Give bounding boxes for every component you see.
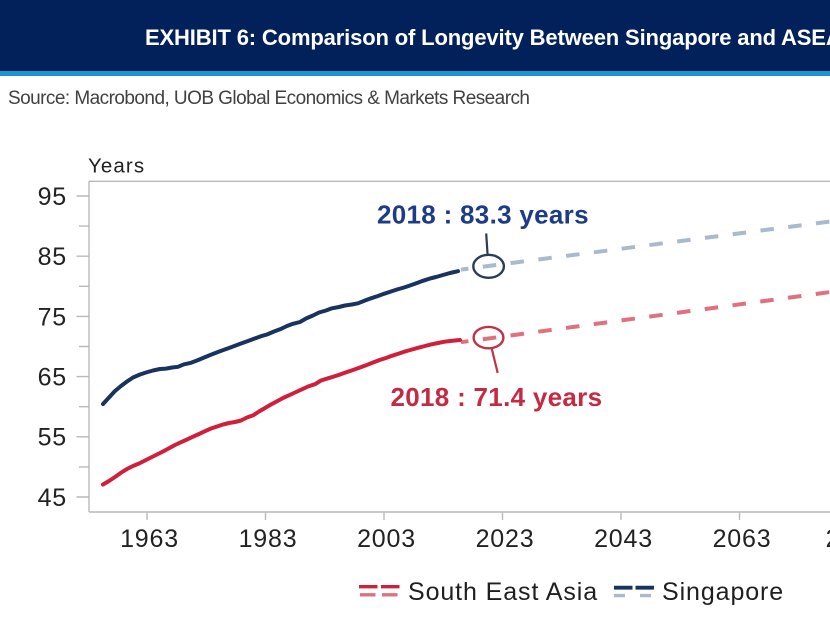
svg-text:2043: 2043 [594, 525, 653, 553]
svg-text:75: 75 [38, 303, 67, 331]
svg-text:Years: Years [88, 155, 145, 178]
svg-text:Singapore: Singapore [662, 578, 784, 606]
svg-text:2083: 2083 [826, 525, 830, 553]
svg-text:2003: 2003 [357, 525, 416, 553]
svg-text:45: 45 [38, 484, 67, 512]
svg-text:2018 : 71.4 years: 2018 : 71.4 years [391, 382, 603, 412]
svg-text:South East Asia: South East Asia [408, 578, 598, 606]
svg-text:2018 : 83.3 years: 2018 : 83.3 years [377, 200, 589, 230]
svg-text:95: 95 [38, 183, 67, 211]
svg-text:1983: 1983 [239, 525, 298, 553]
svg-text:55: 55 [38, 424, 67, 452]
svg-text:2063: 2063 [713, 525, 772, 553]
svg-text:65: 65 [38, 364, 67, 392]
svg-text:1963: 1963 [120, 525, 179, 553]
svg-text:85: 85 [38, 243, 67, 271]
svg-text:2023: 2023 [476, 525, 535, 553]
